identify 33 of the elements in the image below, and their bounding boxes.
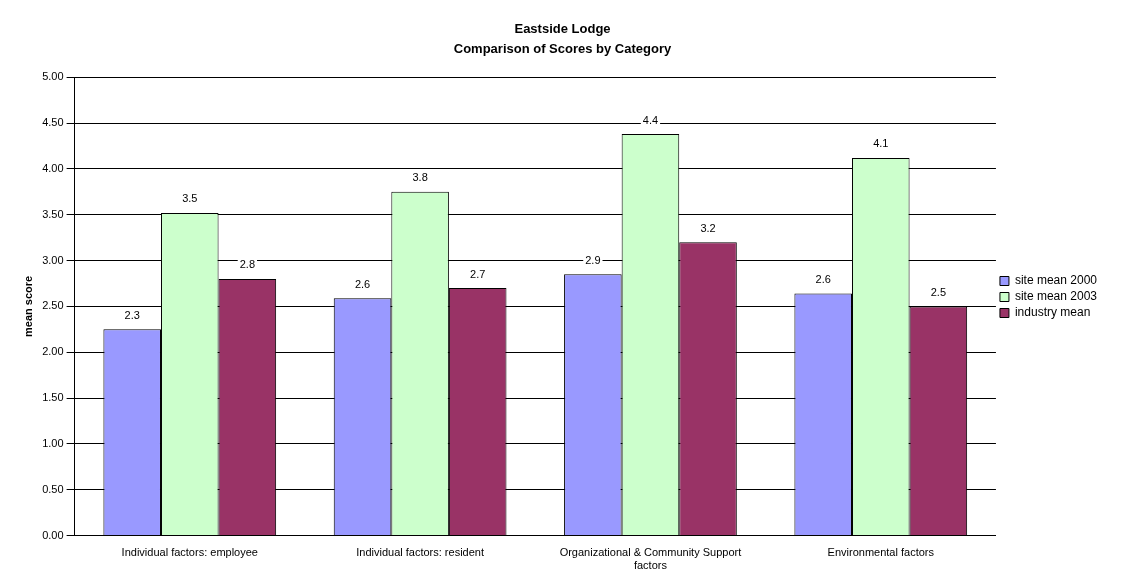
x-tick-label: Environmental factors — [827, 546, 935, 559]
data-label: 4.1 — [873, 137, 889, 150]
x-tick-label: Organizational & Community Support factors — [559, 546, 742, 572]
y-tick-label: 4.50 — [42, 116, 64, 129]
data-label: 2.7 — [470, 267, 486, 280]
y-axis-title: mean score — [21, 275, 34, 337]
data-label: 2.6 — [815, 273, 831, 286]
y-tick-label: 2.00 — [42, 345, 64, 358]
y-tick-label: 0.00 — [42, 528, 64, 541]
chart-subtitle: Comparison of Scores by Category — [453, 40, 672, 56]
data-label: 2.5 — [930, 285, 947, 298]
data-label: 2.9 — [585, 253, 601, 266]
data-label: 3.8 — [412, 171, 428, 184]
y-tick-label: 0.50 — [42, 482, 64, 495]
y-tick-label: 1.00 — [42, 436, 64, 449]
chart-title: Eastside Lodge — [514, 21, 611, 37]
x-tick-label: Individual factors: employee — [121, 546, 258, 559]
x-tick-label: Individual factors: resident — [356, 546, 485, 559]
data-label: 3.2 — [700, 221, 716, 234]
legend-label: industry mean — [1014, 305, 1091, 320]
y-tick-label: 1.50 — [42, 391, 64, 404]
y-tick-label: 3.50 — [42, 207, 64, 220]
data-label: 2.3 — [124, 308, 140, 321]
legend-label: site mean 2003 — [1014, 289, 1098, 304]
data-label: 3.5 — [182, 192, 198, 205]
y-tick-label: 5.00 — [42, 70, 64, 83]
y-tick-label: 3.00 — [42, 253, 64, 266]
data-label: 4.4 — [642, 113, 659, 126]
data-label: 2.6 — [354, 277, 371, 290]
legend-label: site mean 2000 — [1014, 273, 1098, 288]
y-tick-label: 4.00 — [42, 161, 64, 174]
data-label: 2.8 — [239, 258, 256, 271]
y-tick-label: 2.50 — [42, 299, 64, 312]
